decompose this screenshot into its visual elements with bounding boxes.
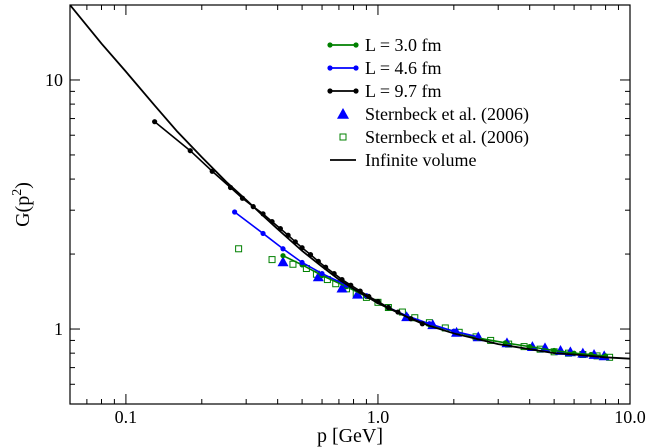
y-tick-label: 10 <box>45 70 63 90</box>
x-tick-label: 1.0 <box>367 407 390 427</box>
series-0-point <box>527 344 533 350</box>
series-3-point <box>336 282 348 293</box>
x-tick-label: 0.1 <box>115 407 138 427</box>
series-3-point <box>312 271 324 282</box>
series-5-line <box>70 5 630 360</box>
series-1-point <box>319 270 325 277</box>
legend-swatch-point <box>327 88 333 94</box>
series-2-point <box>152 119 158 125</box>
legend-label: L = 3.0 fm <box>365 35 441 55</box>
legend-swatch-point <box>337 108 349 119</box>
plot-marks <box>70 5 630 361</box>
legend-swatch-point <box>339 133 347 141</box>
y-axis-label-tail: ) <box>12 182 34 189</box>
series-1-line <box>234 211 479 338</box>
y-axis-label: G(p2) <box>10 182 34 227</box>
y-tick-label: 1 <box>54 319 63 339</box>
series-2-point <box>187 148 193 154</box>
legend-label: Infinite volume <box>365 150 476 170</box>
series-3-point <box>277 256 289 267</box>
y-axis-label-superscript: 2 <box>10 189 25 196</box>
x-tick-label: 10.0 <box>614 407 646 427</box>
legend-label: L = 4.6 fm <box>365 58 441 78</box>
series-1-point <box>280 246 286 252</box>
series-3-point <box>352 288 364 299</box>
legend-label: Sternbeck et al. (2006) <box>365 127 529 148</box>
series-0-point <box>280 253 286 259</box>
legend-swatch-point <box>353 42 359 48</box>
series-4-point <box>268 256 276 264</box>
legend-swatch-point <box>353 65 359 71</box>
y-axis: 1 10 <box>45 4 630 405</box>
plot-frame <box>69 4 631 405</box>
y-axis-label-base: G(p <box>12 196 34 227</box>
series-1-point <box>260 230 266 237</box>
legend-swatch-point <box>327 65 333 71</box>
series-0-point <box>551 347 557 354</box>
legend-label: L = 9.7 fm <box>365 81 441 101</box>
x-axis-label: p [GeV] <box>317 425 383 447</box>
legend-label: Sternbeck et al. (2006) <box>365 104 529 125</box>
series-1-point <box>232 209 238 215</box>
legend-swatch-point <box>353 88 359 94</box>
legend-swatch-point <box>327 42 333 48</box>
series-1-point <box>299 259 305 266</box>
series-4-point <box>235 245 243 253</box>
x-axis: 0.1 1.0 10.0 <box>69 5 646 427</box>
legend: L = 3.0 fm L = 4.6 fm L = 9.7 fm Sternbeck … <box>327 35 529 170</box>
